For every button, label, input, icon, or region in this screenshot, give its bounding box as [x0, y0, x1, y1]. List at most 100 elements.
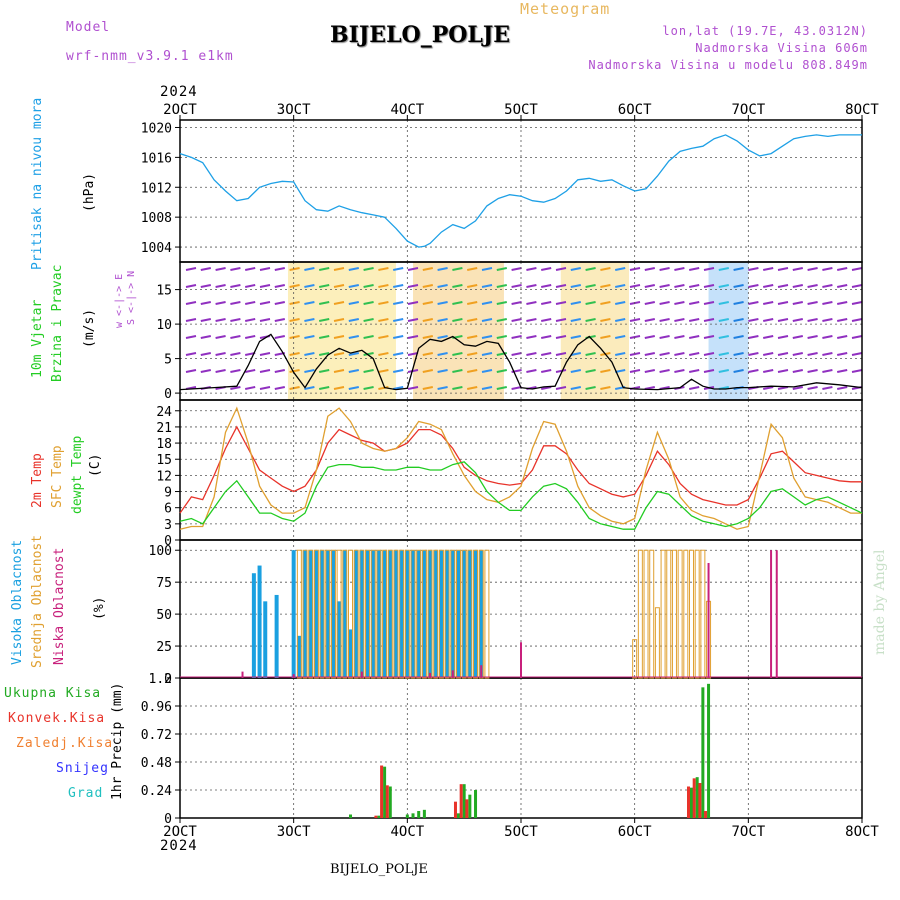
wind-barb	[644, 335, 655, 339]
bottom-time-tick: 8OCT	[845, 824, 879, 840]
cloud-bar-mid	[467, 549, 473, 679]
wind-barb	[333, 284, 345, 288]
wind-barb	[407, 352, 419, 356]
precip-tick-label: 0.24	[141, 784, 172, 799]
wind-barb	[437, 369, 448, 373]
top-time-tick: 2OCT	[163, 102, 197, 118]
precip-bar	[383, 766, 387, 818]
wind-barb	[496, 335, 507, 339]
wind-barb	[348, 335, 359, 339]
wind-barb	[378, 318, 389, 322]
wind-barb	[837, 284, 848, 288]
wind-barb	[689, 369, 700, 373]
wind-barb	[422, 386, 433, 390]
wind-barb	[393, 318, 404, 322]
wind-barb	[200, 301, 211, 305]
wind-barb	[644, 369, 655, 373]
cloud-bar-high	[303, 550, 308, 678]
wind-barb	[703, 369, 715, 373]
pressure-tick-label: 1008	[141, 211, 172, 226]
wind-barb	[570, 318, 581, 322]
precip-frz-label: Zaledj.Kisa	[16, 736, 114, 751]
wind-barb	[703, 284, 715, 288]
wind-barb	[274, 267, 285, 271]
wind-barb	[363, 386, 374, 390]
cloud-bar-mid	[632, 639, 638, 679]
wind-barb	[600, 386, 611, 390]
precip-bar	[459, 784, 463, 818]
wind-barb	[422, 369, 433, 373]
precip-bar	[695, 777, 699, 818]
wind-barb	[245, 284, 256, 288]
cloud-bar-mid	[700, 549, 706, 679]
wind-barb	[437, 352, 448, 356]
precip-bar	[465, 799, 469, 818]
wind-barb	[748, 301, 759, 305]
wind-barb	[807, 352, 818, 356]
cloud-bar-low	[770, 550, 773, 678]
wind-barb	[644, 318, 655, 322]
wind-barb	[570, 386, 581, 390]
temp-tick-label: 15	[156, 453, 172, 468]
wind-barb	[333, 301, 345, 305]
cloud-bar-low	[480, 665, 483, 678]
wind-barb	[200, 352, 211, 356]
cloud-bar-mid	[382, 549, 388, 679]
wind-barb	[185, 318, 197, 322]
wind-barb	[851, 318, 863, 322]
wind-barb	[822, 335, 833, 339]
cloud-bar-high	[325, 550, 330, 678]
top-time-tick: 8OCT	[845, 102, 879, 118]
wind-barb	[851, 284, 863, 288]
bottom-time-tick: 4OCT	[390, 824, 424, 840]
cloud-bar-high	[388, 550, 393, 678]
wind-barb	[185, 284, 197, 288]
wind-barb	[481, 318, 493, 322]
wind-barb	[733, 352, 744, 356]
wind-barb	[215, 318, 226, 322]
wind-barb	[718, 335, 729, 339]
wind-barb	[585, 267, 596, 271]
temp-tick-label: 9	[164, 486, 172, 501]
wind-barb	[600, 318, 611, 322]
cloud-bar-high	[467, 550, 472, 678]
precip-tick-label: 0.96	[141, 700, 172, 715]
wind-barb	[555, 301, 567, 305]
wind-barb	[777, 318, 789, 322]
wind-barb	[748, 267, 759, 271]
wind-barb	[185, 335, 197, 339]
wind-barb	[526, 352, 537, 356]
wind-barb	[644, 352, 655, 356]
cloud-bar-mid	[660, 549, 666, 679]
wind-barb	[807, 318, 818, 322]
wind-barb	[777, 386, 789, 390]
wind-barb	[348, 267, 359, 271]
top-time-tick: 7OCT	[731, 102, 765, 118]
station-name: BIJELO_POLJE	[330, 22, 511, 48]
wind-barb	[822, 369, 833, 373]
wind-barb	[718, 318, 729, 322]
wind-barb	[378, 369, 389, 373]
cloud-bar-high	[462, 550, 467, 678]
wind-barb	[555, 386, 567, 390]
wind-barb	[629, 284, 641, 288]
wind-barb	[718, 267, 729, 271]
model-label: Model	[66, 20, 111, 35]
wind-barb	[319, 335, 330, 339]
wind-barb	[215, 335, 226, 339]
cloud-bar-high	[371, 550, 376, 678]
wind-band-2	[560, 262, 629, 400]
wind-barb	[570, 284, 581, 288]
precip-total-label: Ukupna Kisa	[4, 686, 102, 701]
cloud-bar-mid	[643, 549, 649, 679]
cloud-bar-high	[439, 550, 444, 678]
wind-barb	[467, 267, 478, 271]
cloud-bar-mid	[654, 607, 660, 679]
cloud-bar-mid	[689, 549, 694, 679]
cloud-bar-high	[342, 550, 347, 678]
wind-barb	[481, 369, 493, 373]
wind-barb	[718, 284, 729, 288]
wind-barb	[289, 301, 300, 305]
cloud-bar-low	[707, 563, 710, 678]
precip-bar	[704, 811, 708, 818]
